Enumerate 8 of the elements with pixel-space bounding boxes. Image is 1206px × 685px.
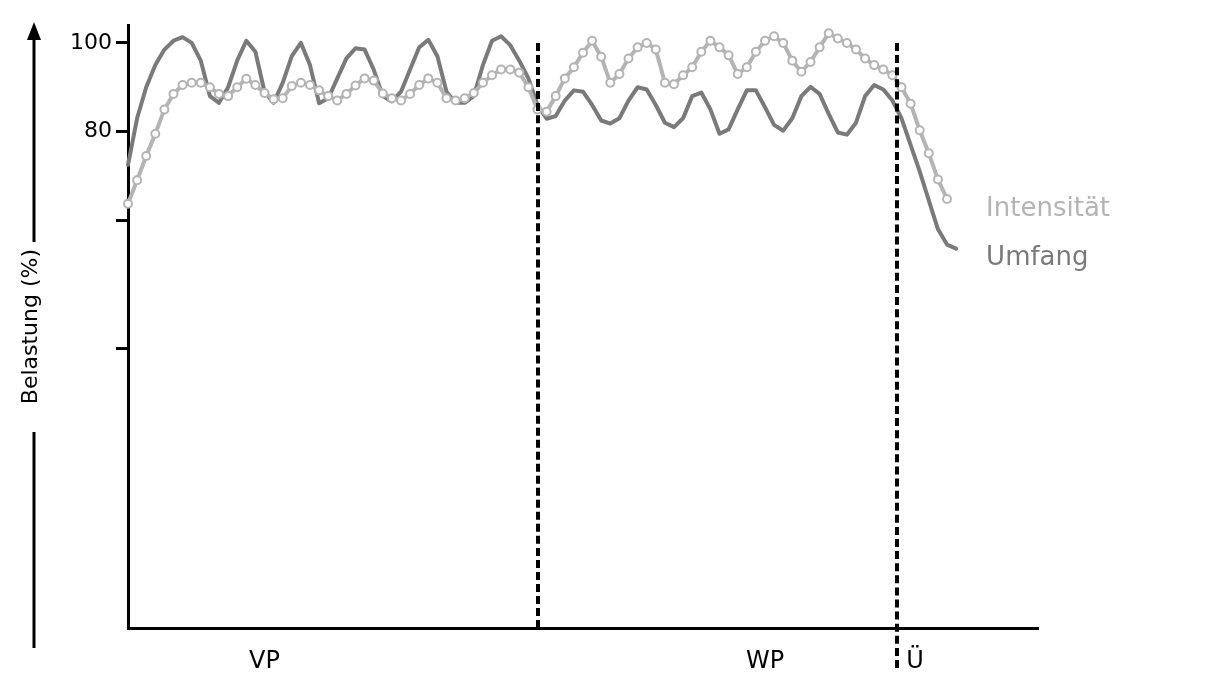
y-tick-label: 80 [84, 117, 112, 143]
series-label: Umfang [986, 241, 1089, 272]
text: WP [745, 646, 785, 674]
text: VP [249, 646, 280, 674]
y-axis-title: Belastung (%) [16, 248, 42, 405]
y-tick-label: 100 [70, 28, 112, 54]
series-label: Intensität [986, 191, 1111, 222]
text: Ü [906, 646, 924, 674]
